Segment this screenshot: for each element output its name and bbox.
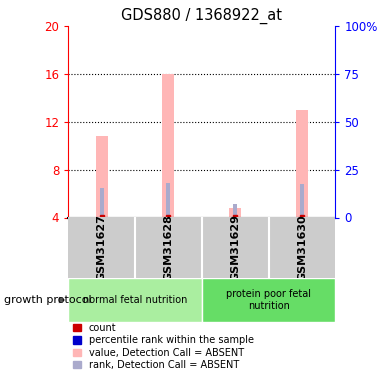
Bar <box>296 110 308 218</box>
Bar <box>68 278 202 322</box>
Text: GSM31628: GSM31628 <box>163 214 174 281</box>
Bar <box>300 184 304 218</box>
Bar <box>96 136 108 218</box>
Bar <box>233 204 237 218</box>
Text: normal fetal nutrition: normal fetal nutrition <box>83 295 187 305</box>
Text: protein poor fetal
nutrition: protein poor fetal nutrition <box>226 289 311 311</box>
Title: GDS880 / 1368922_at: GDS880 / 1368922_at <box>121 7 282 24</box>
Bar <box>99 188 104 218</box>
Text: growth protocol: growth protocol <box>4 295 92 305</box>
Text: GSM31630: GSM31630 <box>297 214 307 281</box>
Bar <box>167 183 170 218</box>
Legend: count, percentile rank within the sample, value, Detection Call = ABSENT, rank, : count, percentile rank within the sample… <box>73 323 254 370</box>
Bar <box>229 208 241 218</box>
Bar <box>202 278 335 322</box>
Bar <box>162 74 174 217</box>
Text: GSM31627: GSM31627 <box>97 214 106 281</box>
Text: GSM31629: GSM31629 <box>230 214 240 281</box>
